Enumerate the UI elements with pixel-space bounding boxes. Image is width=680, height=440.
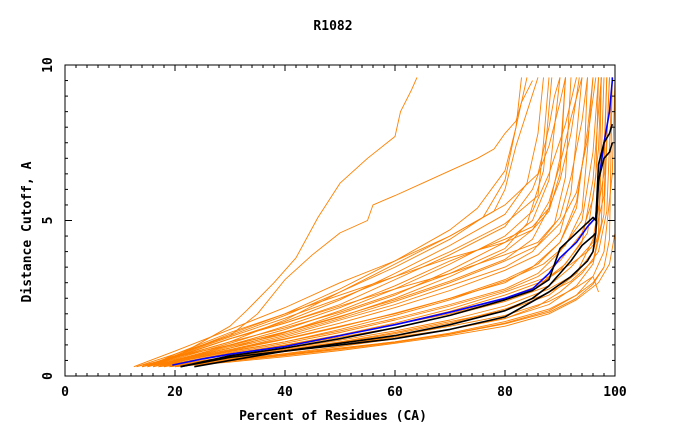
series-line-31 [158, 77, 594, 368]
series-line-33 [141, 77, 572, 368]
x-tick-label: 20 [167, 385, 183, 400]
series-line-34 [163, 77, 605, 368]
series-line-32 [136, 77, 566, 368]
y-tick-label: 5 [41, 217, 56, 225]
series-line-1 [172, 77, 614, 366]
series-line-11 [141, 77, 583, 368]
series-line-37 [152, 77, 566, 368]
x-tick-label: 0 [61, 385, 69, 400]
series-line-43 [174, 77, 613, 368]
series-line-8 [133, 77, 561, 368]
series-line-36 [147, 77, 553, 368]
y-axis-label: Distance Cutoff, A [20, 161, 35, 302]
series-line-26 [174, 77, 616, 368]
series-line-3 [194, 142, 614, 368]
series-line-19 [147, 77, 580, 368]
series-layer [133, 77, 616, 368]
x-tick-label: 60 [387, 385, 403, 400]
series-line-4 [180, 232, 597, 368]
x-tick-label: 100 [603, 385, 627, 400]
series-line-5 [136, 77, 418, 368]
series-line-41 [141, 77, 550, 368]
y-tick-label: 0 [41, 372, 56, 380]
series-line-6 [147, 80, 533, 368]
series-line-10 [147, 77, 577, 368]
series-line-13 [147, 77, 594, 368]
x-axis-label: Percent of Residues (CA) [239, 409, 427, 424]
series-line-30 [152, 77, 583, 368]
x-tick-label: 40 [277, 385, 293, 400]
series-line-24 [163, 77, 602, 368]
series-line-20 [152, 77, 597, 368]
series-line-14 [152, 77, 599, 368]
ticks-layer: 0 20 40 60 80 100 0 5 10 [41, 57, 627, 400]
chart-title: R1082 [313, 19, 352, 34]
series-line-2 [180, 123, 614, 368]
series-line-23 [174, 77, 613, 368]
series-line-21 [163, 77, 602, 368]
y-tick-label: 10 [41, 57, 56, 73]
series-line-28 [147, 77, 544, 368]
series-line-27 [141, 77, 528, 368]
series-line-38 [158, 77, 588, 368]
series-line-12 [152, 77, 588, 368]
x-tick-label: 80 [497, 385, 513, 400]
series-line-40 [141, 77, 522, 368]
series-line-16 [163, 77, 608, 368]
series-line-25 [169, 276, 599, 368]
series-line-29 [152, 77, 561, 368]
